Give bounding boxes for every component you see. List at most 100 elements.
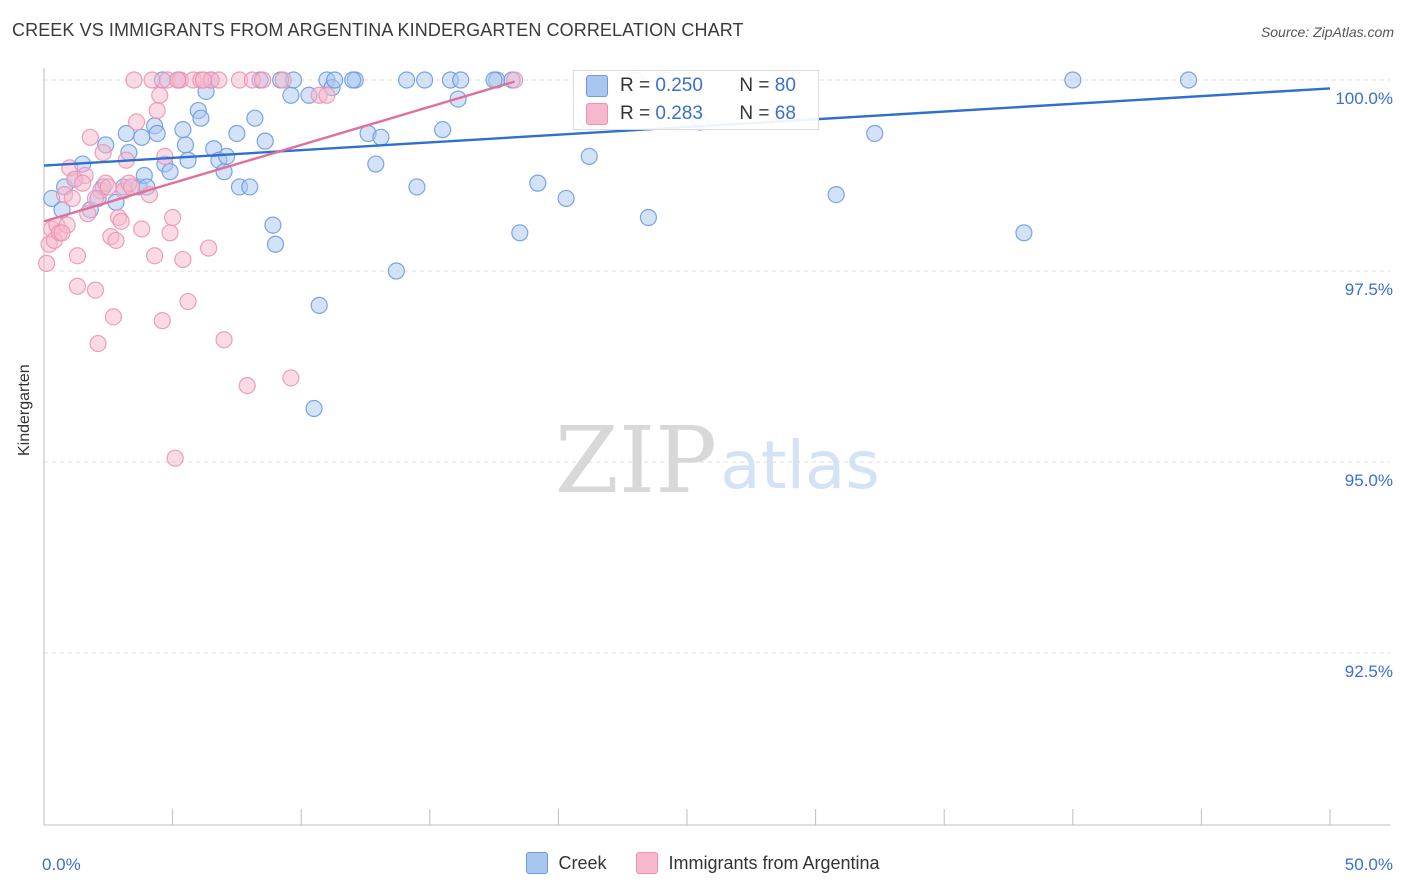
- source-label: Source: ZipAtlas.com: [1260, 24, 1394, 40]
- creek-point: [256, 132, 274, 150]
- argentina-point: [164, 208, 182, 227]
- creek-point: [452, 71, 470, 89]
- argentina-point: [166, 449, 184, 467]
- stats-row-creek: R = 0.250 N = 80: [586, 73, 796, 99]
- argentina-point: [174, 250, 192, 269]
- argentina-point: [254, 71, 272, 89]
- creek-point: [580, 147, 598, 165]
- n-label: N =: [739, 103, 770, 124]
- argentina-point: [145, 247, 164, 265]
- argentina-point: [179, 292, 197, 311]
- argentina-point: [318, 86, 336, 104]
- creek-point: [387, 262, 405, 280]
- argentina-point: [94, 143, 112, 162]
- creek-point: [326, 71, 344, 89]
- creek-point: [1179, 71, 1198, 89]
- n-label: N =: [739, 75, 770, 96]
- creek-point: [176, 136, 195, 154]
- argentina-n-value: 68: [774, 103, 796, 124]
- creek-swatch: [586, 75, 608, 97]
- creek-point: [1015, 224, 1033, 242]
- argentina-point: [53, 224, 71, 242]
- creek-point: [511, 224, 529, 242]
- argentina-point: [274, 71, 292, 89]
- argentina-point: [68, 247, 87, 265]
- creek-point: [218, 147, 236, 165]
- y-axis-label: Kindergarten: [16, 364, 33, 456]
- r-label: R =: [620, 75, 651, 96]
- creek-point: [228, 124, 246, 143]
- argentina-point: [148, 101, 166, 120]
- creek-point: [416, 71, 434, 89]
- r-label: R =: [620, 103, 651, 124]
- creek-point: [408, 178, 426, 196]
- argentina-point: [506, 71, 524, 89]
- legend-label-creek: Creek: [558, 852, 607, 873]
- creek-point: [866, 124, 884, 143]
- argentina-point: [151, 86, 169, 104]
- argentina-point: [86, 281, 105, 299]
- creek-r-value: 0.250: [655, 75, 703, 96]
- legend-swatch-creek: [526, 852, 549, 874]
- argentina-point: [112, 212, 130, 230]
- creek-point: [241, 178, 259, 196]
- y-tick-label: 97.5%: [1345, 280, 1393, 299]
- y-tick-label: 92.5%: [1345, 662, 1393, 681]
- argentina-point: [194, 71, 213, 89]
- argentina-point: [210, 71, 228, 89]
- creek-point: [827, 186, 845, 204]
- y-tick-label: 100.0%: [1335, 89, 1393, 108]
- argentina-point: [133, 220, 151, 238]
- argentina-point: [107, 231, 125, 250]
- creek-point: [639, 208, 658, 227]
- chart-title: CREEK VS IMMIGRANTS FROM ARGENTINA KINDE…: [12, 20, 744, 40]
- legend: Creek Immigrants from Argentina: [0, 852, 1406, 874]
- argentina-point: [63, 189, 81, 208]
- argentina-point: [143, 71, 161, 89]
- creek-point: [310, 296, 328, 314]
- argentina-point: [81, 128, 99, 146]
- stats-box: R = 0.250 N = 80 R = 0.283 N = 68: [573, 70, 819, 130]
- creek-n-value: 80: [774, 75, 796, 96]
- creek-point: [305, 399, 323, 418]
- creek-point: [161, 163, 179, 181]
- x-tick-label: 50.0%: [1345, 855, 1393, 874]
- y-tick-label: 95.0%: [1345, 471, 1393, 490]
- watermark-zip: ZIP: [555, 407, 717, 514]
- argentina-point: [73, 174, 92, 192]
- creek-point: [282, 86, 300, 104]
- creek-point: [148, 124, 166, 143]
- argentina-swatch: [586, 103, 608, 125]
- argentina-point: [99, 178, 117, 196]
- argentina-point: [127, 113, 146, 131]
- argentina-point: [238, 377, 256, 395]
- argentina-point: [68, 277, 87, 295]
- watermark-atlas: atlas: [720, 427, 880, 504]
- axes: [43, 68, 1390, 826]
- creek-point: [192, 109, 210, 127]
- stats-row-argentina: R = 0.283 N = 68: [586, 101, 796, 127]
- creek-point: [398, 71, 416, 89]
- legend-item-argentina[interactable]: Immigrants from Argentina: [636, 852, 880, 874]
- legend-item-creek[interactable]: Creek: [526, 852, 606, 874]
- argentina-r-value: 0.283: [655, 103, 703, 124]
- legend-swatch-argentina: [636, 852, 659, 874]
- x-tick-label: 0.0%: [42, 855, 81, 874]
- tick-labels: 92.5% 95.0% 97.5% 100.0% 0.0% 50.0%: [42, 89, 1393, 874]
- argentina-point: [89, 334, 107, 353]
- argentina-point: [161, 224, 179, 242]
- argentina-point: [156, 147, 174, 165]
- argentina-point: [125, 71, 143, 89]
- creek-point: [529, 174, 547, 192]
- creek-point: [367, 155, 385, 173]
- creek-point: [344, 71, 362, 89]
- creek-point: [179, 151, 197, 169]
- creek-point: [266, 235, 285, 253]
- creek-point: [133, 128, 151, 146]
- argentina-point: [282, 369, 300, 387]
- legend-label-argentina: Immigrants from Argentina: [668, 852, 880, 873]
- creek-point: [557, 189, 575, 208]
- argentina-point: [200, 239, 218, 257]
- argentina-point: [37, 254, 56, 272]
